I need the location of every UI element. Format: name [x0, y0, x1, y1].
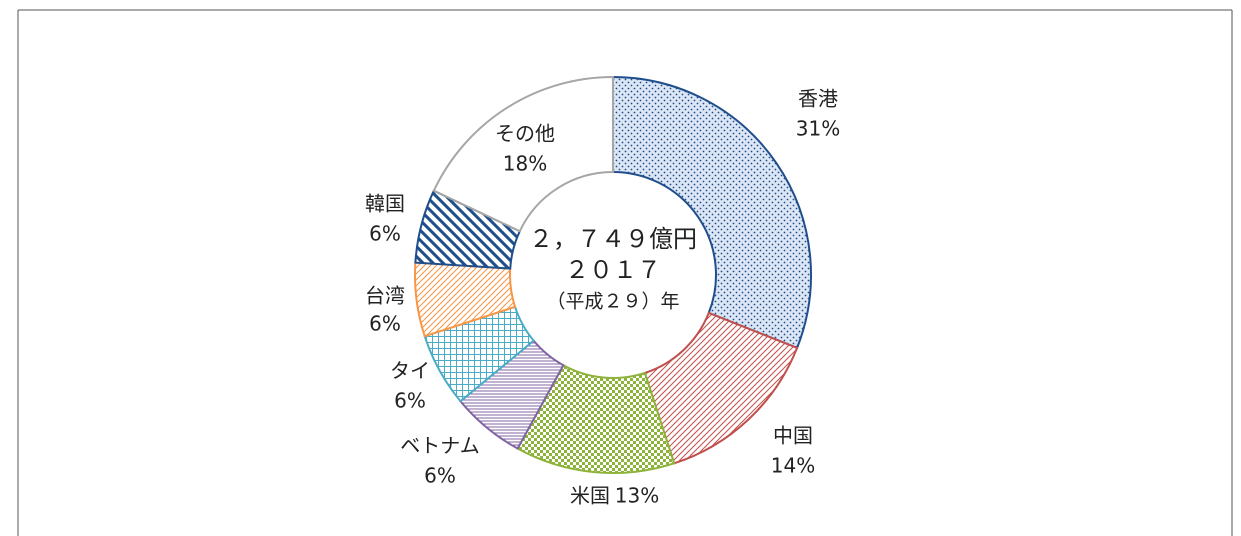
value-label: 31%: [796, 117, 840, 141]
category-label: タイ: [390, 359, 430, 383]
value-label: 18%: [503, 152, 547, 176]
category-label: 韓国: [365, 192, 405, 216]
value-label: 6%: [369, 222, 401, 246]
category-label: 米国: [570, 484, 610, 508]
value-label: 6%: [424, 464, 456, 488]
value-label: 6%: [369, 312, 401, 336]
value-label: 13%: [615, 484, 659, 508]
donut-wedge: [432, 75, 614, 233]
center-year: ２０１７: [565, 256, 661, 284]
category-label: 台湾: [365, 284, 405, 308]
donut-wedge: [612, 75, 812, 350]
category-label: 中国: [773, 424, 813, 448]
value-label: 6%: [394, 389, 426, 413]
category-label: 香港: [798, 87, 838, 111]
wedges: [414, 75, 812, 474]
center-total: ２，７４９億円: [529, 225, 697, 253]
category-label: その他: [495, 122, 555, 146]
center-era: （平成２９）年: [546, 291, 679, 313]
value-label: 14%: [771, 454, 815, 478]
category-label: ベトナム: [400, 434, 479, 458]
